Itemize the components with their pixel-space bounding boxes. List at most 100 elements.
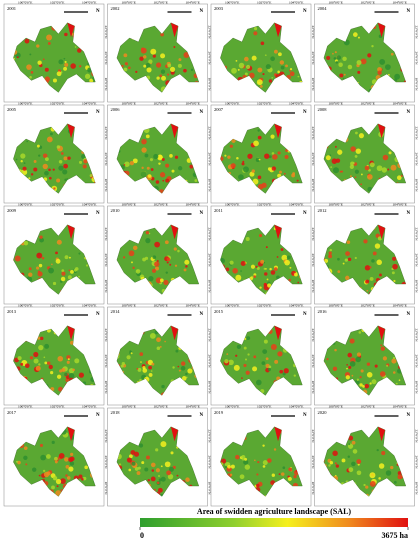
- sal-patch: [347, 64, 353, 70]
- sal-patch: [74, 46, 77, 48]
- sal-patch: [369, 266, 372, 269]
- sal-patch: [194, 179, 198, 183]
- sal-patch: [14, 255, 21, 262]
- sal-patch: [365, 279, 370, 284]
- hotspot: [67, 224, 75, 240]
- sal-patch: [390, 52, 394, 56]
- lat-label: 20°0'0"N: [415, 254, 418, 267]
- sal-patch: [293, 474, 297, 479]
- hotspot: [67, 325, 75, 341]
- sal-patch: [397, 471, 402, 476]
- sal-patch: [345, 251, 350, 256]
- sal-patch: [257, 175, 262, 180]
- sal-patch: [63, 163, 69, 169]
- sal-patch: [244, 457, 248, 461]
- sal-patch: [268, 155, 272, 159]
- sal-patch: [15, 158, 18, 161]
- sal-patch: [257, 129, 260, 132]
- sal-patch: [268, 79, 273, 83]
- sal-patch: [132, 266, 135, 269]
- sal-patch: [349, 338, 355, 344]
- sal-patch: [252, 366, 258, 372]
- sal-patch: [343, 73, 346, 76]
- lon-label: 102°0'0"E: [154, 101, 168, 105]
- north-arrow: N: [200, 312, 204, 317]
- sal-patch: [243, 363, 247, 368]
- lon-label: 104°0'0"E: [82, 101, 96, 105]
- sal-patch: [58, 59, 64, 65]
- panel-year: 2006: [111, 107, 121, 112]
- sal-patch: [368, 168, 371, 172]
- sal-patch: [365, 485, 369, 489]
- sal-patch: [262, 460, 268, 466]
- sal-patch: [124, 62, 129, 66]
- sal-patch: [242, 160, 245, 163]
- sal-patch: [338, 62, 343, 67]
- sal-patch: [224, 154, 227, 157]
- sal-patch: [150, 370, 153, 372]
- lat-label: 18°0'0"N: [415, 78, 418, 91]
- sal-patch: [140, 361, 142, 363]
- sal-patch: [67, 275, 72, 280]
- sal-patch: [221, 458, 227, 464]
- sal-patch: [379, 273, 382, 277]
- lat-label: 18°0'0"N: [104, 482, 108, 495]
- sal-patch: [169, 66, 176, 72]
- lat-label: 18°0'0"N: [311, 78, 315, 91]
- legend: Area of swidden agriculture landscape (S…: [139, 507, 409, 540]
- sal-patch: [128, 468, 132, 472]
- sal-patch: [65, 464, 70, 469]
- lon-label: 104°0'0"E: [82, 404, 96, 408]
- sal-patch: [356, 470, 362, 476]
- sal-patch: [333, 57, 337, 60]
- sal-patch: [190, 68, 194, 72]
- sal-patch: [394, 73, 401, 80]
- sal-patch: [323, 258, 329, 263]
- lat-label: 22°0'0"N: [415, 430, 418, 443]
- sal-patch: [251, 55, 257, 61]
- lat-label: 18°0'0"N: [415, 280, 418, 293]
- sal-patch: [26, 64, 32, 70]
- north-arrow: N: [200, 9, 204, 14]
- sal-patch: [266, 278, 269, 281]
- sal-patch: [328, 254, 333, 259]
- sal-patch: [23, 241, 29, 246]
- sal-patch: [160, 493, 164, 497]
- sal-patch: [268, 368, 271, 371]
- north-arrow: N: [96, 211, 100, 216]
- sal-patch: [28, 267, 32, 271]
- sal-patch: [30, 173, 34, 176]
- sal-patch: [67, 358, 70, 361]
- north-arrow: N: [96, 110, 100, 115]
- sal-patch: [55, 258, 61, 264]
- sal-patch: [360, 173, 363, 176]
- sal-patch: [154, 266, 159, 271]
- north-arrow: N: [407, 312, 411, 317]
- lon-label: 102°0'0"E: [257, 404, 271, 408]
- sal-patch: [183, 52, 190, 58]
- sal-patch: [345, 375, 350, 380]
- lat-label: 18°0'0"N: [415, 381, 418, 394]
- sal-patch: [53, 187, 56, 190]
- sal-patch: [279, 60, 285, 65]
- sal-patch: [236, 344, 242, 350]
- sal-patch: [174, 155, 179, 159]
- sal-patch: [251, 169, 255, 173]
- lon-label: 102°0'0"E: [154, 303, 168, 307]
- sal-patch: [283, 368, 289, 374]
- sal-patch: [55, 478, 62, 485]
- sal-patch: [64, 178, 67, 181]
- sal-patch: [70, 270, 74, 274]
- sal-patch: [58, 453, 65, 459]
- sal-patch: [77, 48, 82, 53]
- sal-patch: [89, 174, 93, 177]
- sal-patch: [230, 464, 235, 469]
- lon-label: 102°0'0"E: [257, 101, 271, 105]
- sal-patch: [247, 153, 253, 159]
- hotspot: [67, 22, 75, 38]
- sal-patch: [160, 476, 166, 482]
- sal-patch: [22, 166, 27, 171]
